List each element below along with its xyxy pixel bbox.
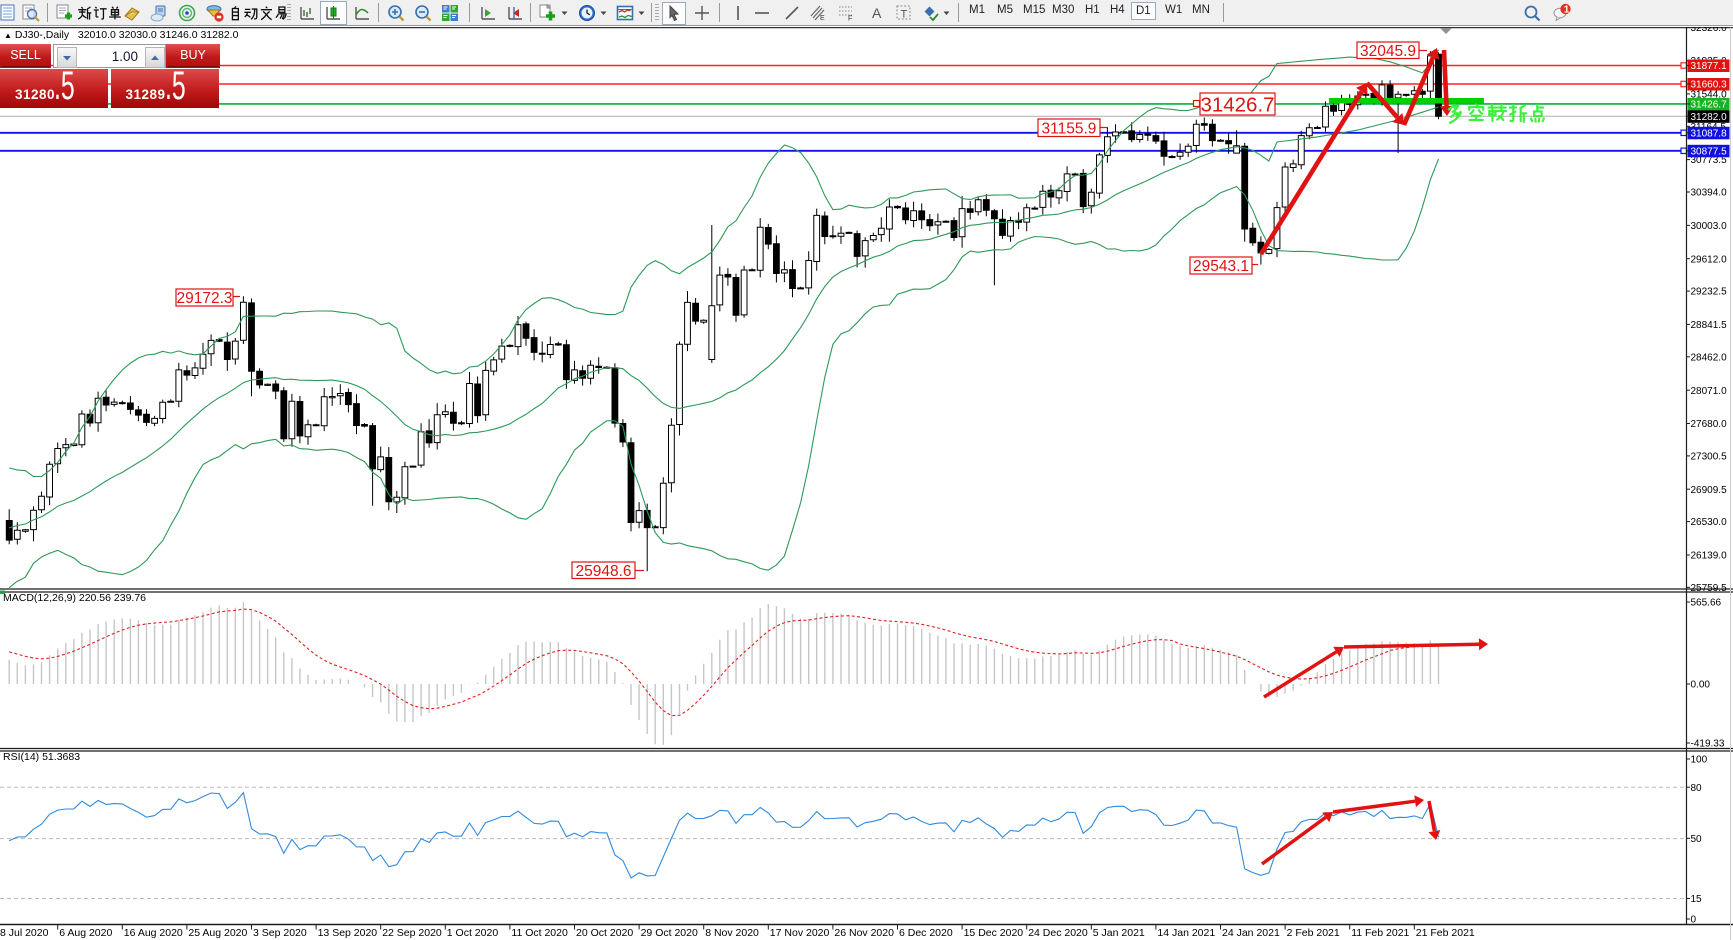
svg-text:31877.1: 31877.1 (1691, 61, 1728, 72)
svg-text:8 Jul 2020: 8 Jul 2020 (0, 927, 49, 939)
svg-text:20 Oct 2020: 20 Oct 2020 (576, 927, 633, 939)
svg-text:21 Feb 2021: 21 Feb 2021 (1416, 927, 1475, 939)
svg-text:16 Aug 2020: 16 Aug 2020 (124, 927, 183, 939)
svg-text:24 Jan 2021: 24 Jan 2021 (1222, 927, 1280, 939)
svg-text:F: F (848, 16, 852, 23)
svg-text:E: E (820, 15, 825, 22)
svg-text:31155.9: 31155.9 (1042, 120, 1097, 137)
svg-text:28841.5: 28841.5 (1691, 320, 1728, 331)
svg-text:26139.0: 26139.0 (1691, 551, 1728, 562)
svg-text:565.66: 565.66 (1691, 598, 1722, 609)
svg-text:31282.0: 31282.0 (1691, 112, 1728, 123)
svg-text:29612.0: 29612.0 (1691, 254, 1728, 265)
svg-text:11 Oct 2020: 11 Oct 2020 (511, 927, 568, 939)
svg-text:1: 1 (1564, 5, 1570, 16)
svg-text:31544.0: 31544.0 (1691, 90, 1728, 101)
svg-text:30877.5: 30877.5 (1691, 146, 1728, 157)
svg-text:1 Oct 2020: 1 Oct 2020 (447, 927, 499, 939)
svg-text:31660.3: 31660.3 (1691, 80, 1728, 91)
svg-text:29 Oct 2020: 29 Oct 2020 (641, 927, 698, 939)
svg-text:0.00: 0.00 (1691, 680, 1711, 691)
svg-text:11 Feb 2021: 11 Feb 2021 (1351, 927, 1409, 939)
svg-text:28071.0: 28071.0 (1691, 386, 1728, 397)
svg-text:8 Nov 2020: 8 Nov 2020 (705, 927, 759, 939)
svg-text:25948.6: 25948.6 (575, 563, 631, 580)
svg-text:15 Dec 2020: 15 Dec 2020 (964, 927, 1024, 939)
svg-text:80: 80 (1691, 783, 1703, 794)
svg-text:RSI(14) 51.3683: RSI(14) 51.3683 (3, 751, 80, 763)
svg-text:25 Aug 2020: 25 Aug 2020 (188, 927, 247, 939)
svg-text:15: 15 (1691, 894, 1703, 905)
svg-text:29543.1: 29543.1 (1193, 258, 1249, 275)
svg-text:30003.0: 30003.0 (1691, 221, 1728, 232)
svg-text:-419.33: -419.33 (1691, 739, 1725, 750)
svg-text:25759.5: 25759.5 (1691, 583, 1728, 594)
svg-text:24 Dec 2020: 24 Dec 2020 (1028, 927, 1088, 939)
svg-text:50: 50 (1691, 834, 1703, 845)
svg-text:31426.7: 31426.7 (1200, 93, 1274, 116)
svg-text:22 Sep 2020: 22 Sep 2020 (382, 927, 442, 939)
svg-text:27680.0: 27680.0 (1691, 419, 1728, 430)
svg-text:17 Nov 2020: 17 Nov 2020 (770, 927, 830, 939)
svg-text:32045.9: 32045.9 (1360, 43, 1416, 60)
svg-text:100: 100 (1691, 755, 1708, 766)
svg-text:30773.5: 30773.5 (1691, 155, 1728, 166)
svg-text:14 Jan 2021: 14 Jan 2021 (1157, 927, 1215, 939)
svg-text:29232.5: 29232.5 (1691, 287, 1728, 298)
svg-text:6 Aug 2020: 6 Aug 2020 (59, 927, 112, 939)
svg-text:3 Sep 2020: 3 Sep 2020 (253, 927, 307, 939)
svg-text:A: A (872, 5, 882, 21)
svg-text:29172.3: 29172.3 (176, 290, 232, 307)
svg-text:28462.0: 28462.0 (1691, 352, 1728, 363)
svg-text:MACD(12,26,9) 220.56 239.76: MACD(12,26,9) 220.56 239.76 (3, 592, 146, 604)
svg-text:32326.0: 32326.0 (1691, 23, 1728, 34)
svg-text:27300.5: 27300.5 (1691, 452, 1728, 463)
svg-text:26 Nov 2020: 26 Nov 2020 (834, 927, 894, 939)
svg-text:6 Dec 2020: 6 Dec 2020 (899, 927, 953, 939)
svg-text:0: 0 (1691, 915, 1697, 926)
svg-text:2 Feb 2021: 2 Feb 2021 (1287, 927, 1340, 939)
svg-text:30394.0: 30394.0 (1691, 188, 1728, 199)
svg-text:5 Jan 2021: 5 Jan 2021 (1093, 927, 1145, 939)
svg-text:T: T (901, 9, 908, 21)
svg-text:31087.8: 31087.8 (1691, 128, 1728, 139)
svg-text:26530.0: 26530.0 (1691, 517, 1728, 528)
svg-text:31426.7: 31426.7 (1691, 100, 1728, 111)
svg-text:26909.5: 26909.5 (1691, 485, 1728, 496)
svg-text:13 Sep 2020: 13 Sep 2020 (318, 927, 378, 939)
